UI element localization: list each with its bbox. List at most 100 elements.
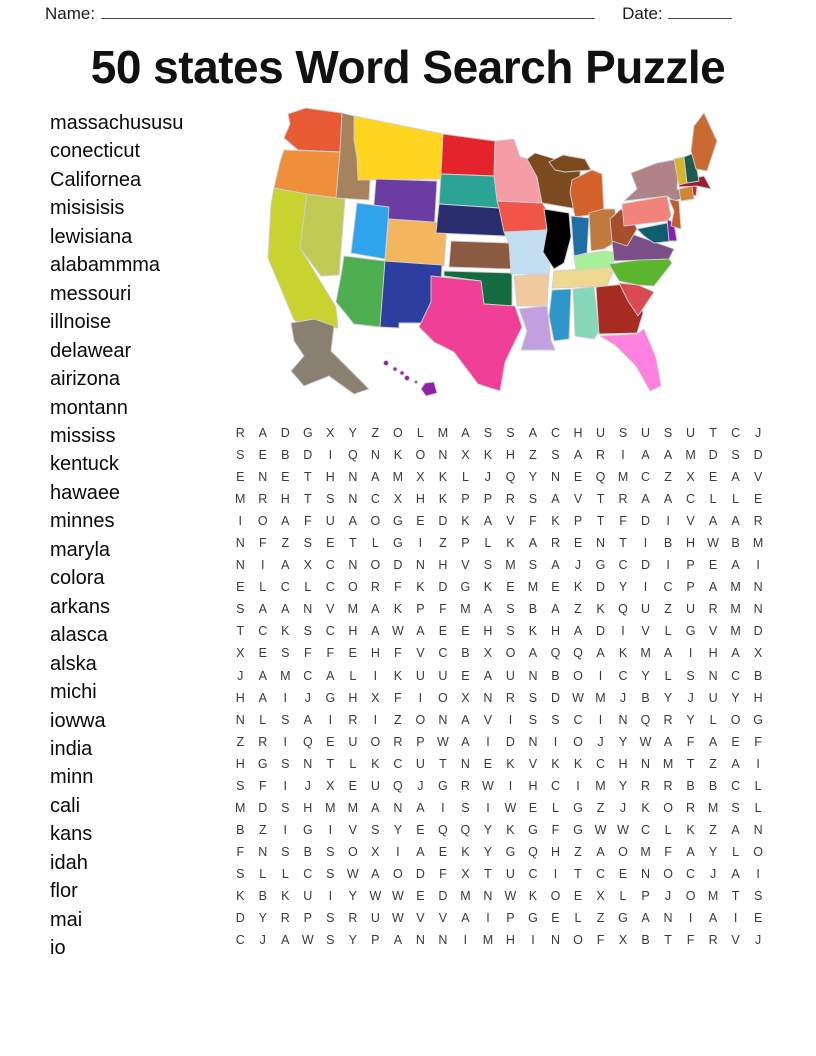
grid-letter: L	[574, 911, 582, 926]
grid-letter: E	[258, 448, 267, 463]
grid-letter: B	[551, 668, 560, 683]
grid-letter: I	[621, 624, 625, 639]
grid-letter: E	[236, 470, 245, 485]
grid-letter: A	[663, 734, 673, 749]
word-list-item: maryla	[50, 538, 111, 561]
grid-letter: T	[664, 933, 672, 948]
grid-letter: F	[258, 778, 267, 793]
grid-letter: A	[371, 866, 380, 881]
grid-letter: F	[394, 646, 402, 661]
grid-letter: I	[643, 580, 648, 595]
grid-letter: I	[373, 668, 378, 683]
grid-letter: S	[618, 426, 628, 441]
grid-letter: D	[393, 558, 403, 573]
grid-letter: E	[348, 778, 357, 793]
grid-letter: H	[348, 624, 358, 639]
word-list-item: misisisis	[50, 197, 125, 220]
grid-letter: T	[303, 470, 312, 485]
grid-letter: R	[753, 514, 763, 529]
state-massachusetts	[678, 175, 712, 190]
grid-letter: Q	[618, 602, 628, 617]
grid-letter: Z	[529, 448, 537, 463]
grid-letter: K	[483, 580, 493, 595]
grid-letter: A	[731, 514, 740, 529]
grid-letter: A	[551, 558, 560, 573]
grid-letter: N	[483, 690, 493, 705]
state-indiana	[570, 215, 590, 257]
grid-letter: M	[662, 756, 674, 771]
grid-letter: Y	[258, 911, 267, 926]
grid-letter: F	[258, 536, 267, 551]
grid-letter: C	[663, 580, 673, 595]
grid-letter: K	[483, 448, 493, 463]
grid-letter: I	[283, 690, 288, 705]
grid-letter: J	[664, 889, 672, 903]
grid-letter: U	[438, 668, 448, 683]
grid-letter: A	[731, 470, 740, 485]
grid-letter: Y	[528, 470, 538, 485]
grid-letter: A	[528, 536, 538, 551]
grid-letter: P	[686, 558, 695, 573]
grid-letter: O	[393, 866, 403, 881]
grid-letter: J	[574, 558, 582, 573]
grid-letter: O	[573, 933, 583, 948]
grid-letter: I	[486, 800, 490, 815]
grid-letter: J	[709, 866, 717, 881]
word-list: massachususu conecticut Californea misisisi…	[50, 109, 183, 963]
grid-letter: O	[663, 866, 673, 881]
grid-letter: E	[348, 646, 357, 661]
grid-letter: J	[237, 668, 244, 683]
grid-letter: C	[641, 822, 651, 837]
grid-letter: O	[438, 690, 448, 705]
grid-letter: L	[732, 844, 740, 859]
usa-map	[258, 100, 718, 410]
grid-letter: I	[553, 866, 558, 881]
grid-letter: Q	[393, 778, 403, 793]
grid-letter: D	[258, 800, 268, 815]
grid-letter: S	[236, 778, 245, 793]
grid-letter: A	[416, 800, 425, 815]
grid-letter: G	[460, 580, 471, 595]
word-list-item: illnoise	[50, 311, 112, 334]
grid-letter: A	[641, 448, 650, 463]
grid-letter: E	[573, 470, 583, 485]
grid-letter: V	[348, 822, 357, 837]
grid-letter: C	[641, 470, 651, 485]
grid-letter: W	[639, 734, 652, 749]
grid-letter: K	[461, 844, 470, 859]
grid-letter: S	[281, 756, 290, 771]
grid-letter: T	[236, 624, 245, 639]
word-list-item: arkans	[50, 595, 111, 618]
grid-letter: L	[754, 800, 762, 815]
grid-letter: B	[686, 778, 695, 793]
grid-letter: D	[595, 580, 606, 595]
grid-letter: D	[753, 448, 763, 463]
grid-letter: S	[281, 712, 290, 727]
grid-letter: C	[325, 580, 335, 595]
grid-letter: I	[418, 690, 423, 705]
state-alabama	[572, 286, 600, 340]
grid-letter: E	[551, 580, 560, 595]
grid-letter: A	[483, 668, 493, 683]
grid-letter: R	[258, 492, 268, 507]
grid-letter: T	[731, 889, 740, 903]
grid-letter: F	[664, 844, 672, 859]
grid-letter: U	[415, 668, 425, 683]
grid-letter: V	[416, 911, 425, 926]
grid-letter: E	[281, 470, 290, 485]
grid-letter: D	[438, 889, 448, 903]
grid-letter: M	[617, 470, 629, 485]
grid-letter: Y	[483, 844, 493, 859]
grid-letter: S	[528, 690, 538, 705]
grid-letter: X	[618, 933, 628, 948]
grid-letter: C	[595, 866, 606, 881]
grid-letter: M	[730, 580, 741, 595]
grid-letter: C	[731, 426, 741, 441]
grid-letter: R	[550, 536, 560, 551]
grid-letter: O	[618, 844, 628, 859]
grid-letter: I	[463, 933, 468, 948]
grid-letter: G	[573, 800, 583, 815]
grid-letter: G	[595, 558, 606, 573]
grid-letter: D	[753, 624, 763, 639]
grid-letter: V	[416, 646, 425, 661]
